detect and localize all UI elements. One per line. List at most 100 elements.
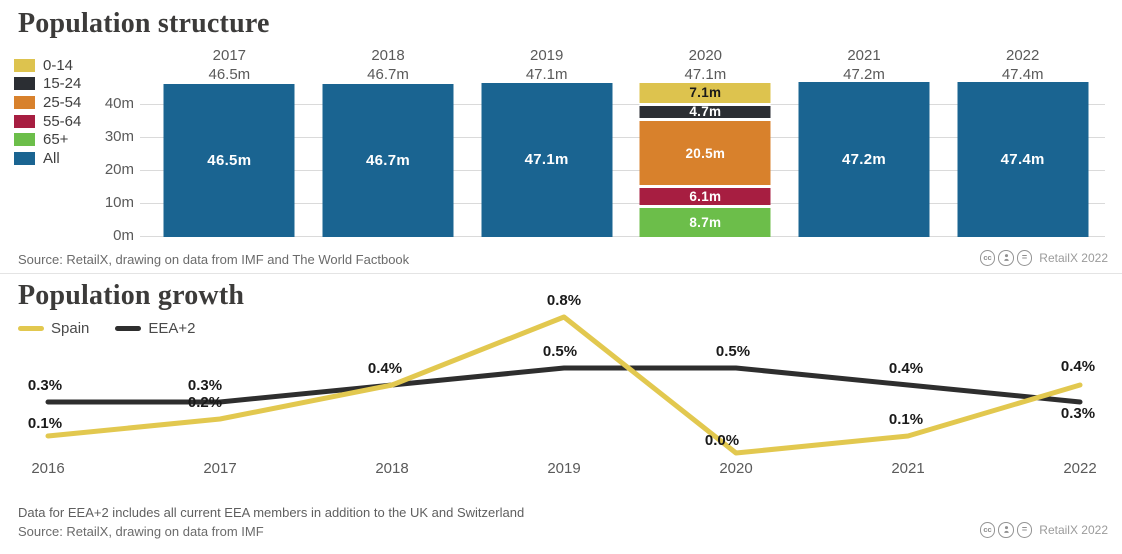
legend-label: 15-24 [43, 75, 82, 93]
bar-column-2017: 2017 46.5m 46.5m [150, 45, 309, 237]
data-point-label: 0.0% [705, 432, 739, 449]
retailx-credit: RetailX 2022 [1039, 250, 1108, 265]
bar-total-label: 46.7m [367, 66, 409, 83]
bar-year-label: 2022 [1006, 47, 1040, 64]
data-point-label: 0.4% [889, 360, 923, 377]
section-divider [0, 273, 1122, 274]
cc-attribution-icon [998, 522, 1014, 538]
bar-total-label: 47.4m [1001, 66, 1044, 83]
gridline [140, 236, 1105, 237]
population-bar-2022: 47.4m [957, 81, 1089, 237]
legend-swatch [14, 95, 35, 109]
legend-label: 25-54 [43, 93, 82, 111]
population-bar-2019: 47.1m [481, 82, 613, 237]
legend-item-65: 65+ [14, 130, 81, 149]
chart1-source-text: Source: RetailX, drawing on data from IM… [18, 252, 410, 267]
bar-value-label: 46.5m [207, 152, 252, 170]
stacked-segment-0-14: 7.1m [639, 82, 771, 106]
legend-label: EEA+2 [148, 320, 196, 337]
segment-value-label: 6.1m [689, 189, 722, 205]
legend-label: 55-64 [43, 112, 82, 130]
gridline [140, 104, 1105, 105]
y-axis-tick-label: 30m [104, 128, 134, 145]
legend-swatch [14, 133, 35, 147]
data-point-label: 0.5% [716, 343, 750, 360]
segment-value-label: 20.5m [685, 145, 726, 161]
bar-year-label: 2017 [212, 47, 247, 64]
bar-value-label: 47.4m [1000, 150, 1045, 168]
cc-attribution-icon [998, 250, 1014, 266]
x-axis-year-label: 2017 [203, 460, 236, 477]
legend-item-Spain: Spain [18, 320, 89, 337]
x-axis-year-label: 2019 [547, 460, 580, 477]
x-axis-year-label: 2018 [375, 460, 408, 477]
cc-nd-icon: = [1016, 250, 1033, 266]
legend-item-5564: 55-64 [14, 112, 81, 131]
data-point-label: 0.8% [547, 292, 581, 309]
bar-chart-plot-area: 2017 46.5m 46.5m 2018 46.7m 46.7m 2019 47.1m 47.… [140, 45, 1105, 237]
population-bar-2018: 46.7m [322, 83, 454, 237]
x-axis-year-label: 2021 [891, 460, 924, 477]
x-axis-year-label: 2016 [31, 460, 64, 477]
line-chart-plot-area: 0.1% 0.2% 0.4% 0.8% 0.0% 0.1% 0.4% 0.3% 0.3% 0.5%… [28, 292, 1097, 477]
legend-item-014: 0-14 [14, 56, 81, 75]
bar-value-label: 46.7m [365, 151, 411, 169]
bar-column-2022: 2022 47.4m 47.4m [943, 45, 1102, 237]
legend-label: 0-14 [43, 56, 74, 74]
bar-year-label: 2019 [529, 47, 564, 64]
eeaplus2-line [45, 365, 1083, 405]
cc-nd-icon: = [1016, 522, 1033, 538]
data-point-label: 0.2% [188, 394, 222, 411]
x-axis-year-label: 2022 [1063, 460, 1096, 477]
data-point-label: 0.1% [889, 411, 923, 428]
age-group-legend: 0-14 15-24 25-54 55-64 65+ All [14, 56, 81, 168]
gridline [140, 170, 1105, 171]
legend-item-2554: 25-54 [14, 93, 81, 112]
y-axis-tick-label: 40m [104, 95, 134, 112]
bar-chart-bars: 2017 46.5m 46.5m 2018 46.7m 46.7m 2019 47.1m 47.… [150, 45, 1102, 237]
population-growth-title: Population growth [18, 280, 245, 311]
bar-value-label: 47.1m [524, 151, 569, 169]
y-axis-tick-label: 10m [104, 194, 134, 211]
line-chart-legend: Spain EEA+2 [18, 320, 196, 337]
population-bar-2017: 46.5m [163, 84, 295, 237]
legend-line-swatch [18, 326, 44, 331]
creative-commons-badge: cc = RetailX 2022 [979, 250, 1108, 266]
segment-value-label: 7.1m [689, 84, 722, 100]
stacked-segment-15-24: 4.7m [639, 104, 771, 122]
y-axis-tick-label: 20m [104, 161, 134, 178]
data-point-label: 0.5% [543, 343, 577, 360]
bar-total-label: 47.2m [843, 66, 885, 83]
legend-item-EEA2: EEA+2 [115, 320, 196, 337]
legend-item-1524: 15-24 [14, 75, 81, 94]
legend-label: Spain [51, 320, 90, 337]
x-axis-year-label: 2020 [719, 460, 752, 477]
legend-swatch [14, 58, 35, 72]
legend-swatch [14, 114, 35, 128]
bar-column-2018: 2018 46.7m 46.7m [309, 45, 468, 237]
segment-value-label: 8.7m [689, 214, 722, 230]
gridline [140, 203, 1105, 204]
bar-year-label: 2021 [847, 47, 881, 64]
population-bar-2021: 47.2m [798, 82, 930, 237]
legend-swatch [14, 151, 35, 165]
legend-label: All [43, 149, 60, 167]
stacked-segment-55-64: 6.1m [639, 188, 771, 209]
retailx-credit: RetailX 2022 [1039, 522, 1108, 537]
bar-chart-y-axis: 0m 10m 20m 30m 40m [0, 45, 134, 243]
bar-column-2021: 2021 47.2m 47.2m [785, 45, 944, 237]
data-point-label: 0.3% [1061, 405, 1095, 422]
y-axis-tick-label: 0m [113, 227, 134, 244]
bar-year-label: 2018 [371, 47, 405, 64]
data-point-label: 0.3% [28, 377, 62, 394]
cc-license-icon: cc [979, 250, 996, 266]
bar-total-label: 47.1m [525, 66, 568, 83]
segment-value-label: 4.7m [689, 104, 722, 120]
legend-label: 65+ [43, 131, 69, 149]
eea-footnote: Data for EEA+2 includes all current EEA … [18, 505, 525, 520]
bar-total-label: 46.5m [208, 66, 251, 83]
data-point-label: 0.4% [1061, 358, 1095, 375]
bar-value-label: 47.2m [841, 151, 887, 169]
bar-column-2020: 2020 47.1m 7.1m 4.7m 20.5m 6.1m 8.7m [626, 45, 785, 237]
legend-item-All: All [14, 149, 81, 168]
